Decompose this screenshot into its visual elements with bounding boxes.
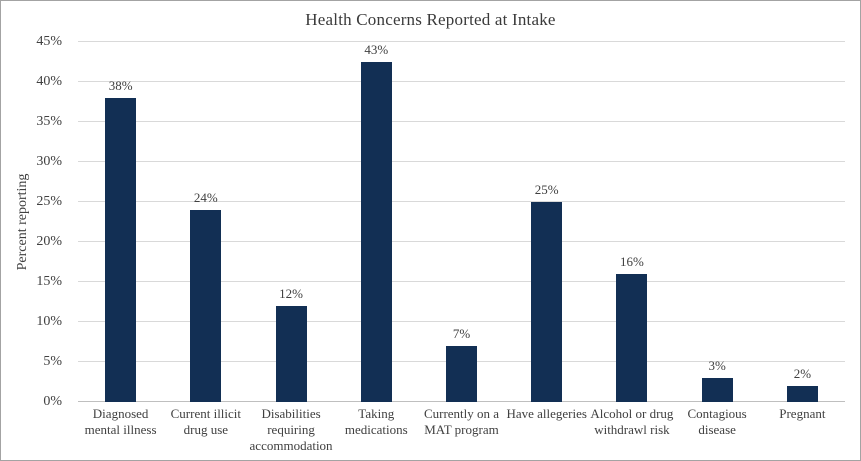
gridline	[78, 161, 845, 162]
x-tick-label: Currently on a MAT program	[423, 406, 500, 437]
bar-data-label: 3%	[708, 358, 726, 373]
plot-area: 38% 24% 12% 43% 7% 25% 16% 3% 2%	[78, 41, 845, 402]
gridline	[78, 81, 845, 82]
bar	[360, 62, 392, 402]
bar-slot: 12%	[248, 42, 333, 402]
bar	[275, 306, 307, 402]
x-tick-label: Taking medications	[344, 406, 408, 437]
y-tick-label: 25%	[36, 194, 62, 209]
y-tick-label: 30%	[36, 154, 62, 169]
x-tick-label: Disabilities requiring accommodation	[249, 406, 333, 453]
y-axis-tick-labels: 0% 5% 10% 15% 20% 25% 30% 35% 40% 45%	[1, 34, 62, 409]
bar-slot: 2%	[760, 42, 845, 402]
bar	[701, 378, 733, 402]
bar-slot: 25%	[504, 42, 589, 402]
y-tick-label: 15%	[36, 274, 62, 289]
y-tick-label: 5%	[43, 354, 62, 369]
bar-slot: 3%	[675, 42, 760, 402]
bar-data-label: 43%	[364, 42, 389, 57]
bar-slot: 38%	[78, 42, 163, 402]
y-tick-label: 0%	[43, 394, 62, 409]
y-tick-label: 35%	[36, 114, 62, 129]
gridline	[78, 41, 845, 42]
bar-slot: 7%	[419, 42, 504, 402]
x-tick-label: Pregnant	[779, 406, 826, 421]
bar-slot: 16%	[589, 42, 674, 402]
bar-data-label: 2%	[793, 366, 812, 381]
bars-container: 38% 24% 12% 43% 7% 25% 16% 3% 2%	[78, 42, 845, 402]
bar	[445, 346, 477, 402]
gridline	[78, 321, 845, 322]
chart-title: Health Concerns Reported at Intake	[305, 10, 556, 29]
gridline	[78, 201, 845, 202]
y-tick-label: 40%	[36, 74, 62, 89]
x-tick-label: Current illicit drug use	[170, 406, 242, 437]
x-tick-label: Diagnosed mental illness	[84, 406, 157, 437]
bar-data-label: 7%	[452, 326, 471, 341]
y-tick-label: 20%	[36, 234, 62, 249]
gridline	[78, 121, 845, 122]
bar	[531, 202, 563, 402]
x-tick-label: Have allegeries	[506, 406, 587, 421]
gridline	[78, 281, 845, 282]
x-tick-label: Alcohol or drug withdrawl risk	[590, 406, 674, 437]
bar-data-label: 38%	[108, 78, 133, 93]
bar-slot: 43%	[334, 42, 419, 402]
x-axis-tick-labels: Diagnosed mental illness Current illicit …	[78, 406, 845, 454]
x-tick-label: Contagious disease	[687, 406, 747, 437]
bar	[786, 386, 818, 402]
bar-data-label: 16%	[620, 254, 644, 269]
y-tick-label: 10%	[36, 314, 62, 329]
gridline	[78, 241, 845, 242]
bar	[105, 98, 137, 402]
bar	[616, 274, 648, 402]
bar-data-label: 25%	[534, 182, 559, 197]
bar-data-label: 12%	[279, 286, 303, 301]
bar-data-label: 24%	[193, 190, 218, 205]
y-tick-label: 45%	[36, 34, 62, 49]
bar	[190, 210, 222, 402]
bar-slot: 24%	[163, 42, 248, 402]
